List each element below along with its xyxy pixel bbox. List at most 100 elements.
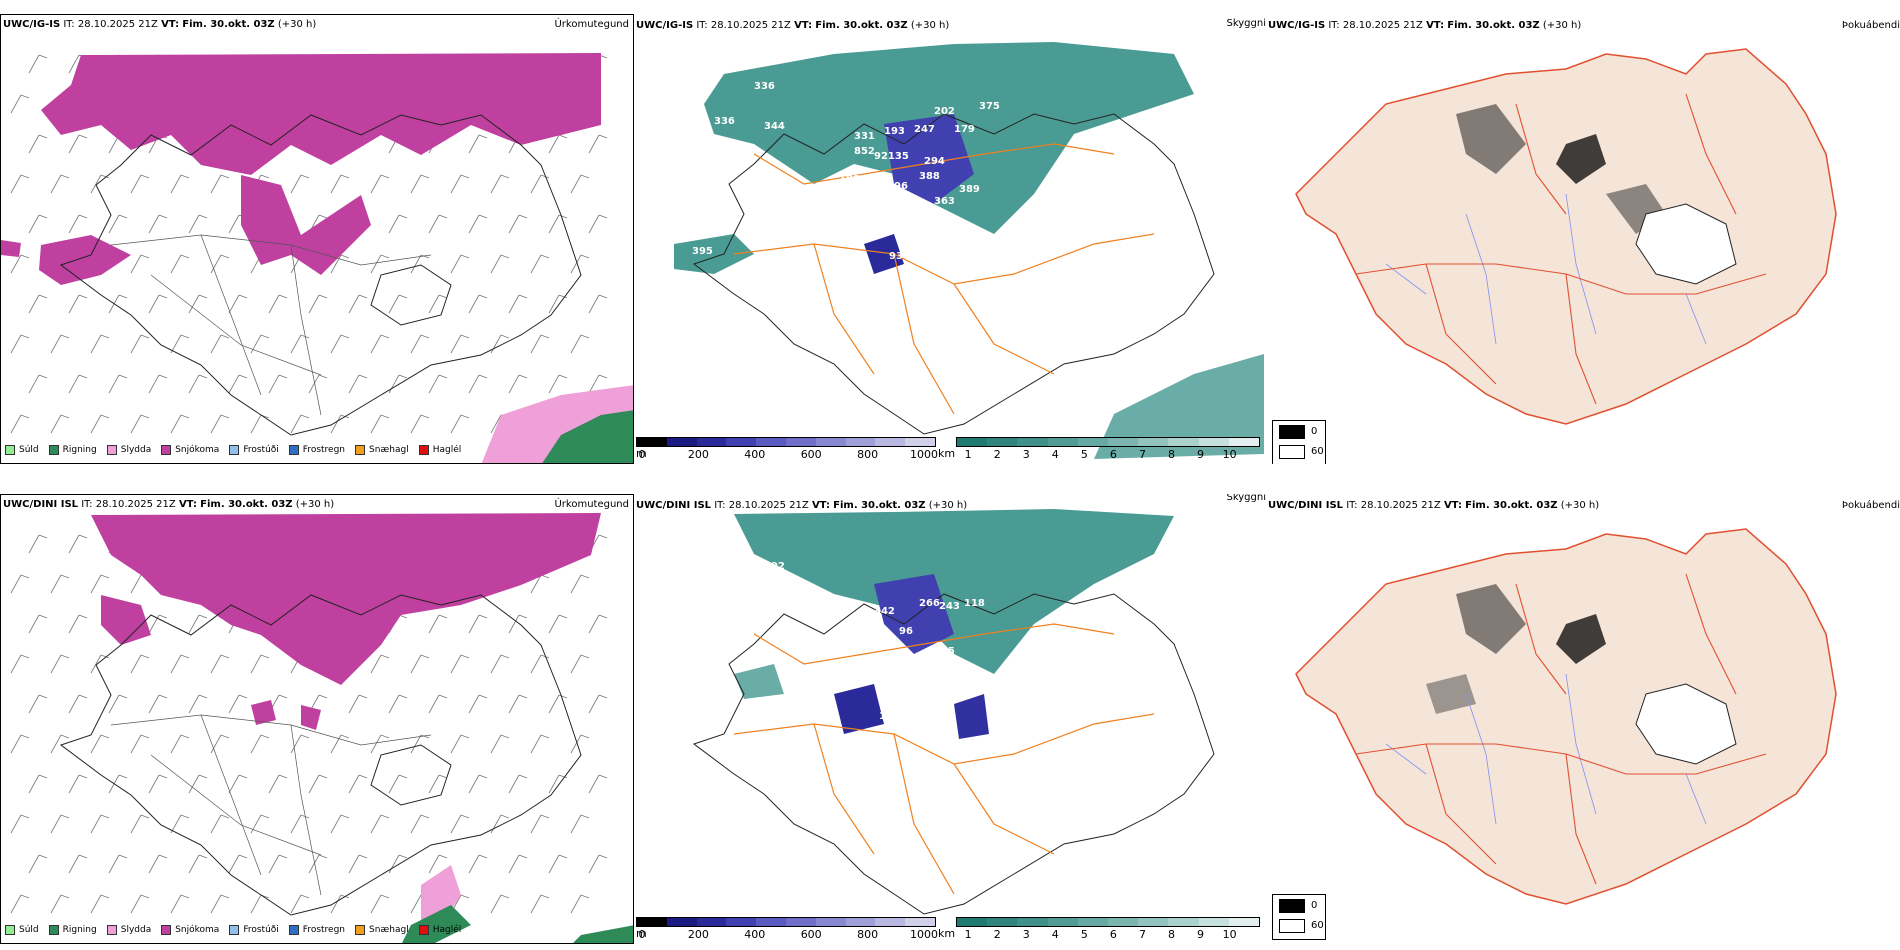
wind-barb xyxy=(330,174,350,194)
wind-barb xyxy=(10,734,30,754)
panel-title: Skyggni xyxy=(1226,494,1266,503)
issue-time-label: IT: xyxy=(1328,20,1340,31)
legend-label: Frostregn xyxy=(302,445,346,455)
wind-barb xyxy=(530,734,550,754)
fog-legend-swatch xyxy=(1279,919,1305,933)
wind-barb xyxy=(28,694,48,714)
wind-barb xyxy=(570,574,590,594)
visibility-value-label: 159 xyxy=(939,246,960,257)
colorbar-tick-label: 9 xyxy=(1197,448,1205,461)
wind-barb xyxy=(388,694,408,714)
wind-barb xyxy=(148,854,168,874)
lead-time: (+30 h) xyxy=(1560,500,1600,511)
wind-barb xyxy=(530,254,550,274)
wind-barb xyxy=(290,814,310,834)
wind-barb xyxy=(228,294,248,314)
legend-label: Súld xyxy=(19,925,39,935)
colorbar-tick-label: 0 xyxy=(638,928,646,941)
wind-barb xyxy=(170,254,190,274)
map-header: UWC/DINI ISL IT: 28.10.2025 21Z VT: Fim.… xyxy=(3,499,334,510)
wind-barb xyxy=(108,854,128,874)
visibility-value-label: 92135 xyxy=(874,151,909,162)
wind-barb xyxy=(410,334,430,354)
legend-swatch xyxy=(106,445,117,455)
elevation-colorbar: 0 200 400 600 800 1000 m xyxy=(636,917,938,941)
wind-barb xyxy=(28,134,48,154)
wind-barb xyxy=(588,854,608,874)
wind-barb xyxy=(548,694,568,714)
wind-barb xyxy=(28,214,48,234)
wind-barb xyxy=(170,414,190,434)
fog-area xyxy=(1556,614,1606,664)
colorbar-cell xyxy=(1168,438,1199,446)
lead-time: (+30 h) xyxy=(295,499,335,510)
legend-label: Haglél xyxy=(432,925,462,935)
visibility-value-label: 374 xyxy=(859,619,880,630)
model-name: UWC/IG-IS xyxy=(3,19,61,30)
valid-time-label: VT: xyxy=(811,500,830,511)
wind-barb xyxy=(68,534,88,554)
glacier-outline xyxy=(370,264,452,326)
legend-label: Snæhagl xyxy=(369,445,409,455)
iceland-outline xyxy=(59,114,582,436)
model-name: UWC/DINI ISL xyxy=(3,499,79,510)
colorbar-cell xyxy=(875,918,906,926)
wind-barb xyxy=(228,854,248,874)
elevation-colorbar: 0 200 400 600 800 1000 m xyxy=(636,437,938,461)
legend-item: Frostregn xyxy=(288,925,345,935)
visibility-value-label: 384 xyxy=(884,191,905,202)
wind-barb xyxy=(28,54,48,74)
visibility-value-label: 99 xyxy=(934,712,948,723)
valid-time-label: VT: xyxy=(178,499,197,510)
low-visibility-area xyxy=(734,509,1174,674)
wind-barb xyxy=(210,254,230,274)
wind-barb xyxy=(490,254,510,274)
wind-barb xyxy=(330,814,350,834)
wind-barb xyxy=(410,734,430,754)
wind-barb xyxy=(68,614,88,634)
visibility-value-label: 118 xyxy=(964,598,985,609)
wind-barb xyxy=(188,854,208,874)
colorbar-cell xyxy=(1168,918,1199,926)
wind-barb xyxy=(10,894,30,914)
visibility-value-label: 344 xyxy=(764,121,785,132)
wind-barb xyxy=(388,294,408,314)
colorbar-tick-label: 9 xyxy=(1197,928,1205,941)
wind-barb xyxy=(130,414,150,434)
high-terrain-area xyxy=(884,114,974,204)
colorbar-tick-label: 1 xyxy=(964,448,972,461)
legend-item: Snæhagl xyxy=(355,445,409,455)
valid-time-label: VT: xyxy=(1443,500,1462,511)
visibility-value-label: 331 xyxy=(854,131,875,142)
precip-type-map: UWC/DINI ISL IT: 28.10.2025 21Z VT: Fim.… xyxy=(0,494,634,944)
issue-time-label: IT: xyxy=(81,499,93,510)
colorbar-cell xyxy=(1138,438,1169,446)
wind-barb xyxy=(50,894,70,914)
valid-time-label: VT: xyxy=(1426,20,1445,31)
colorbar-tick-label: 1000 xyxy=(910,928,938,941)
wind-barb xyxy=(570,654,590,674)
wind-barb xyxy=(468,134,488,154)
fog-legend: 0 60 xyxy=(1272,894,1326,940)
wind-barb xyxy=(210,894,230,914)
wind-barb xyxy=(210,654,230,674)
legend-swatch xyxy=(48,925,59,935)
fog-legend-label: 0 xyxy=(1311,900,1318,911)
wind-barb xyxy=(148,694,168,714)
wind-barb xyxy=(250,894,270,914)
wind-barb xyxy=(570,334,590,354)
wind-barb xyxy=(10,334,30,354)
wind-barb xyxy=(250,414,270,434)
wind-barb xyxy=(188,774,208,794)
wind-barb xyxy=(28,854,48,874)
legend-swatch xyxy=(288,925,299,935)
issue-time: 28.10.2025 21Z xyxy=(95,499,176,510)
wind-barb xyxy=(228,694,248,714)
wind-barb xyxy=(290,334,310,354)
visibility-value-label: 336 xyxy=(714,116,735,127)
colorbar-cell xyxy=(726,918,757,926)
wind-barb xyxy=(370,254,390,274)
wind-barb xyxy=(370,414,390,434)
wind-barb xyxy=(50,334,70,354)
